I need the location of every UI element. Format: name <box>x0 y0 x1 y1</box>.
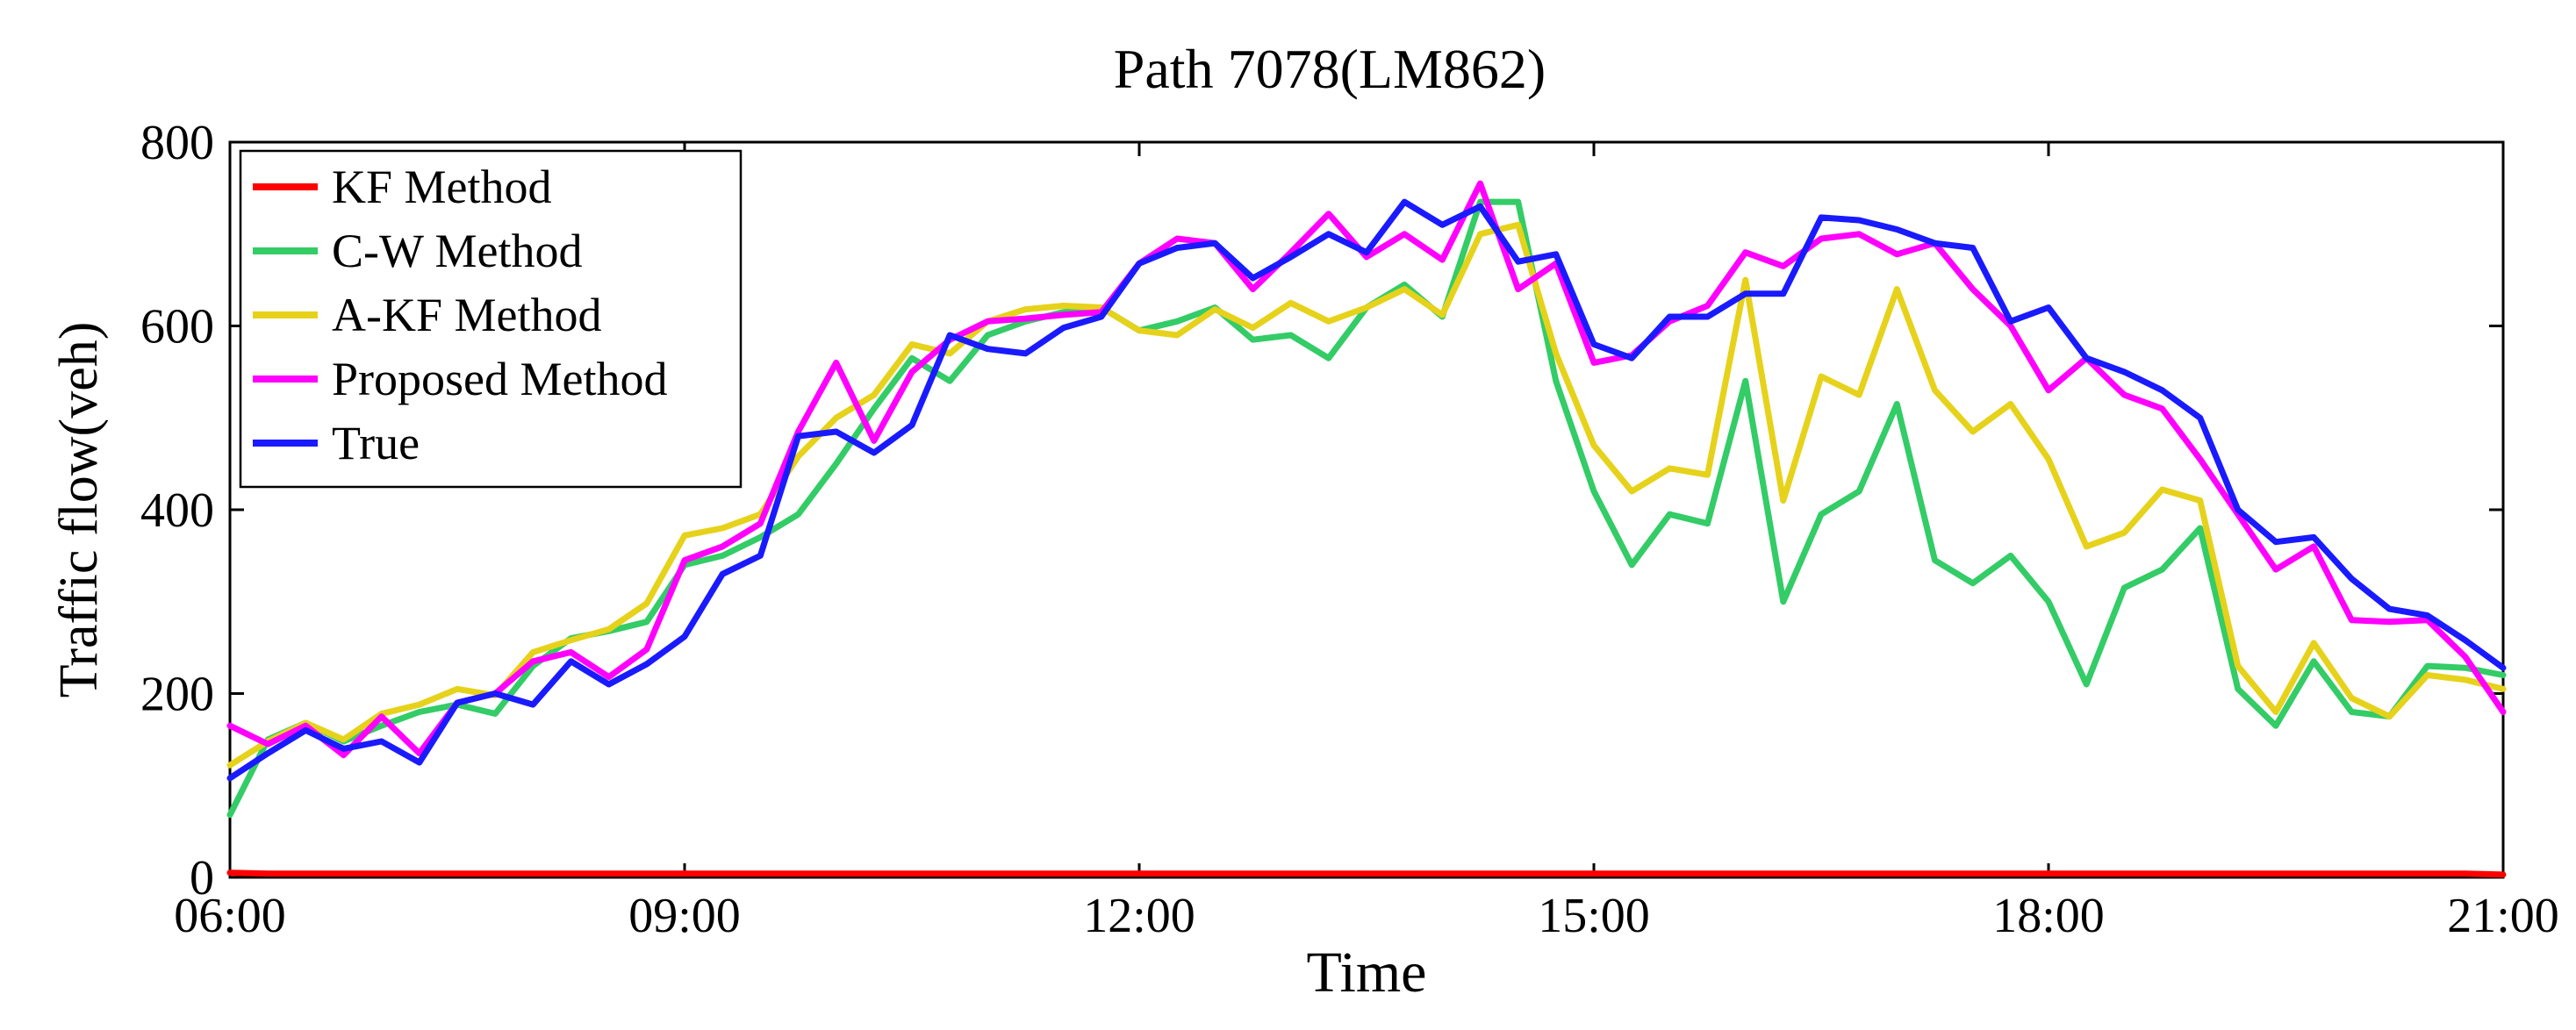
x-axis: 06:00 09:00 12:00 15:00 18:00 21:00 <box>174 142 2559 943</box>
series-line-a-kf-method <box>226 221 2507 769</box>
legend: KF Method C-W Method A-KF Method Proposed M… <box>239 149 743 489</box>
legend-label-true: True <box>332 417 420 469</box>
x-axis-label: Time <box>1307 941 1427 1005</box>
legend-label-a-kf-method: A-KF Method <box>332 289 602 341</box>
legend-label-c-w-method: C-W Method <box>332 225 582 277</box>
series-line-kf-method <box>226 869 2507 878</box>
x-tick-label: 06:00 <box>174 889 286 943</box>
legend-label-proposed-method: Proposed Method <box>332 353 667 405</box>
y-axis-label: Traffic flow(veh) <box>49 322 109 698</box>
chart-title: Path 7078(LM862) <box>1114 38 1546 100</box>
y-tick-label: 400 <box>140 483 214 538</box>
y-tick-label: 200 <box>140 668 214 722</box>
y-tick-label: 0 <box>190 851 214 905</box>
x-tick-label: 15:00 <box>1538 889 1650 943</box>
y-tick-label: 800 <box>140 116 214 170</box>
legend-label-kf-method: KF Method <box>332 161 552 213</box>
y-axis: 0 200 400 600 800 <box>140 116 2503 905</box>
y-tick-label: 600 <box>140 300 214 354</box>
series-line-proposed-method <box>226 180 2507 759</box>
x-tick-label: 18:00 <box>1992 889 2105 943</box>
series-line-true <box>226 198 2507 782</box>
legend-box <box>239 149 743 489</box>
x-tick-label: 21:00 <box>2447 889 2559 943</box>
x-tick-label: 12:00 <box>1083 889 1195 943</box>
x-tick-label: 09:00 <box>628 889 741 943</box>
series-layer <box>226 180 2507 878</box>
